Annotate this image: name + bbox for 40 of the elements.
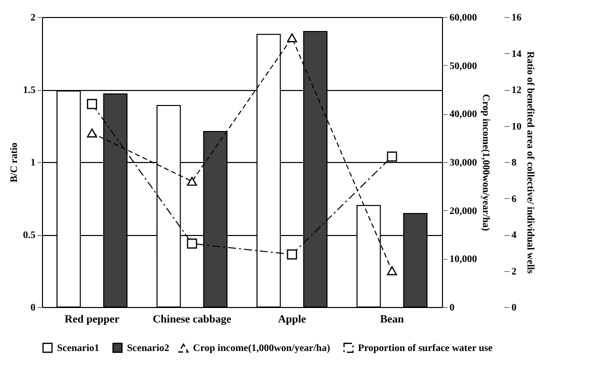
y3-axis-title: Ratio of benefited area of collective/ individual wells [524,51,536,274]
x-tick-label: Red pepper [64,314,120,326]
y2-tick-label: 0 [450,302,454,314]
y-tick-label: 0.5 [23,230,36,241]
point [386,266,398,276]
legend-label: Scenario2 [127,342,170,354]
y-axis-title: B/C ratio [9,142,20,182]
y3-tick-label: 16 [512,12,522,24]
y-tick-label: 2 [30,12,36,24]
y-tick-label: 1 [30,158,36,168]
y3-tick-label: 14 [512,48,522,60]
point [186,176,198,186]
point [186,238,198,249]
y3-tick-label: 4 [512,230,516,241]
point [86,98,98,110]
y2-tick-label: 60,000 [450,12,477,24]
point [86,128,98,138]
y2-axis-title: Crop income(1,000won/year/ha) [480,94,491,232]
x-tick-label: Apple [278,314,306,326]
x-tick-label: Bean [380,314,404,326]
y3-tick-label: 8 [512,158,516,168]
point [386,151,398,162]
legend-label: Crop income(1,000won/year/ha) [193,343,330,354]
y3-tick-label: 0 [512,302,516,314]
y-tick-label: 0 [30,302,36,314]
y3-tick-label: 6 [512,194,516,205]
y3-tick-label: 2 [512,266,516,278]
y2-tick-label: 10,000 [450,254,477,266]
y2-tick-label: 40,000 [450,109,477,120]
point [286,249,298,260]
point [286,33,298,42]
y2-tick-label: 50,000 [450,60,477,72]
y3-tick-label: 10 [512,121,522,132]
y2-tick-label: 20,000 [450,206,477,217]
legend-label: Proportion of surface water use [358,342,494,354]
y-tick-label: 1.5 [23,85,36,96]
y3-tick-label: 12 [512,85,522,96]
x-tick-label: Chinese cabbage [152,314,232,326]
y2-tick-label: 30,000 [450,158,477,168]
legend-label: Scenario1 [57,342,100,354]
